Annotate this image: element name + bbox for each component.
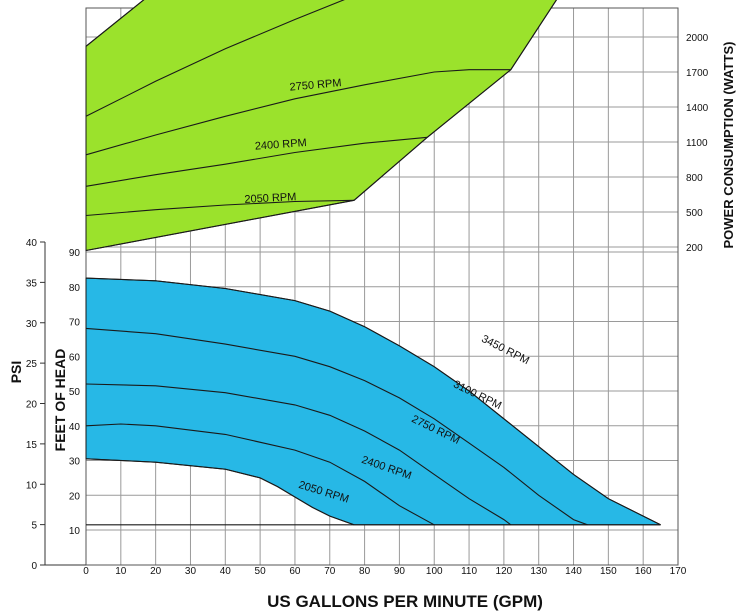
x-tick-label: 130 <box>530 566 547 577</box>
psi-axis-title: PSI <box>8 361 24 384</box>
x-tick-label: 120 <box>496 566 513 577</box>
curve-label-head: 3450 RPM <box>479 333 531 367</box>
psi-tick-label: 40 <box>26 238 38 249</box>
power-region <box>86 0 661 251</box>
x-tick-label: 90 <box>394 566 406 577</box>
x-axis-title: US GALLONS PER MINUTE (GPM) <box>267 592 543 611</box>
x-tick-label: 100 <box>426 566 443 577</box>
power-tick-label: 1700 <box>686 68 709 79</box>
x-tick-label: 80 <box>359 566 371 577</box>
x-tick-label: 170 <box>670 566 687 577</box>
head-tick-label: 80 <box>69 283 81 294</box>
x-tick-label: 40 <box>220 566 232 577</box>
x-tick-label: 110 <box>461 566 477 577</box>
psi-tick-label: 25 <box>26 359 38 370</box>
x-tick-label: 70 <box>324 566 336 577</box>
psi-tick-label: 15 <box>26 440 38 451</box>
x-tick-label: 60 <box>289 566 301 577</box>
x-tick-label: 140 <box>565 566 582 577</box>
curve-areas <box>86 0 661 525</box>
x-tick-label: 20 <box>150 566 162 577</box>
head-tick-label: 20 <box>69 491 81 502</box>
head-tick-label: 10 <box>69 526 81 537</box>
power-tick-label: 2000 <box>686 33 709 44</box>
head-tick-label: 30 <box>69 457 81 468</box>
psi-tick-label: 20 <box>26 400 38 411</box>
x-tick-label: 30 <box>185 566 197 577</box>
x-tick-label: 0 <box>83 566 89 577</box>
head-tick-label: 60 <box>69 352 81 363</box>
head-tick-label: 90 <box>69 248 81 259</box>
power-tick-label: 1400 <box>686 103 709 114</box>
power-axis-title: POWER CONSUMPTION (WATTS) <box>721 41 736 248</box>
power-tick-label: 800 <box>686 173 703 184</box>
head-axis-title: FEET OF HEAD <box>52 349 68 452</box>
x-tick-label: 150 <box>600 566 617 577</box>
x-tick-label: 50 <box>255 566 267 577</box>
x-tick-label: 10 <box>115 566 127 577</box>
power-tick-label: 1100 <box>686 138 708 149</box>
head-tick-label: 40 <box>69 422 81 433</box>
psi-tick-label: 5 <box>31 521 37 532</box>
psi-tick-label: 0 <box>31 561 37 572</box>
power-tick-label: 500 <box>686 208 703 219</box>
head-tick-label: 70 <box>69 318 81 329</box>
psi-tick-label: 10 <box>26 480 38 491</box>
power-tick-label: 200 <box>686 243 703 254</box>
psi-tick-label: 30 <box>26 319 38 330</box>
psi-tick-label: 35 <box>26 278 38 289</box>
head-tick-label: 50 <box>69 387 81 398</box>
x-tick-label: 160 <box>635 566 652 577</box>
